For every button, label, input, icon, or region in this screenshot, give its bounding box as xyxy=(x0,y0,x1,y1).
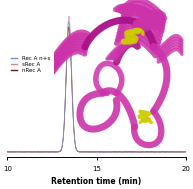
X-axis label: Retention time (min): Retention time (min) xyxy=(51,177,142,186)
Legend: Rec A n+s, sRec A, nRec A: Rec A n+s, sRec A, nRec A xyxy=(10,55,51,73)
